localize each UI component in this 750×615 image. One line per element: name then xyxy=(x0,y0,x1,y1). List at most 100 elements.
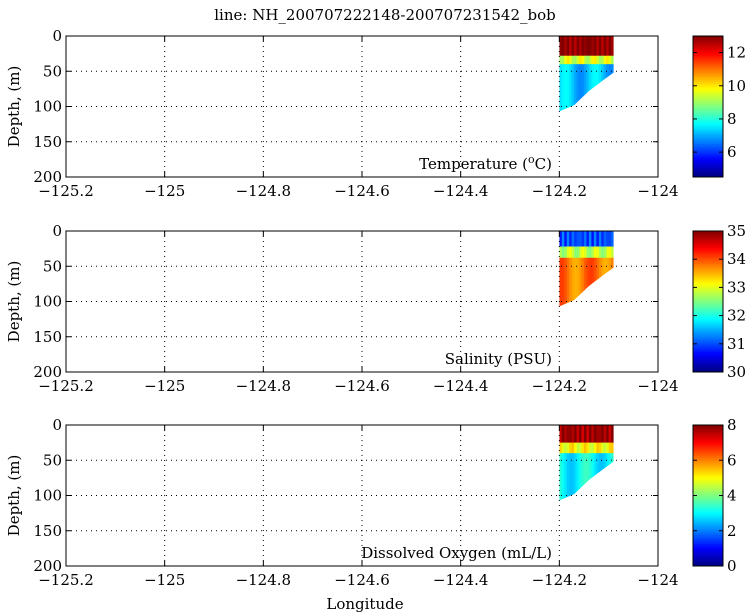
colorbar-segment xyxy=(693,524,723,527)
colorbar-segment xyxy=(693,358,723,362)
section-cell xyxy=(561,453,565,501)
y-tick-label: 150 xyxy=(33,328,62,346)
section-cell xyxy=(608,442,612,454)
colorbar-segment xyxy=(693,69,723,72)
section-cell xyxy=(566,425,570,444)
section-cell xyxy=(593,55,597,65)
section-cell xyxy=(574,55,578,65)
colorbar-segment xyxy=(693,259,723,263)
colorbar-segment xyxy=(693,515,723,519)
section-cell xyxy=(603,64,607,112)
colorbar-segment xyxy=(693,488,723,492)
colorbar-segment xyxy=(693,44,723,48)
section-cell xyxy=(564,453,568,501)
section-cell xyxy=(608,55,612,65)
section-cell xyxy=(559,36,563,57)
x-tick-label: −124.4 xyxy=(433,571,489,589)
section-cell xyxy=(564,246,568,259)
section-cell xyxy=(584,442,588,454)
section-cell xyxy=(586,246,590,259)
colorbar-segment xyxy=(693,508,723,512)
colorbar-segment xyxy=(693,36,723,39)
colorbar-segment xyxy=(693,561,723,565)
colorbar-segment xyxy=(693,66,723,70)
section-cell xyxy=(588,36,592,57)
section-cell xyxy=(561,257,565,307)
colorbar-frame xyxy=(692,35,724,178)
colorbar-tick-label: 10 xyxy=(727,77,746,95)
colorbar-segment xyxy=(693,521,723,525)
section-cell xyxy=(601,442,605,454)
section-cell xyxy=(584,246,588,259)
colorbar-segment xyxy=(693,427,723,430)
colorbar-segment xyxy=(693,126,723,130)
section-cell xyxy=(571,36,575,57)
colorbar-segment xyxy=(693,345,723,349)
section-cell xyxy=(579,425,583,444)
section-cell xyxy=(569,64,573,112)
colorbar-segment xyxy=(693,336,723,340)
colorbar-segment xyxy=(693,174,723,178)
section-cell xyxy=(606,55,610,65)
section-cell xyxy=(566,36,570,57)
section-cell xyxy=(596,55,600,65)
colorbar-segment xyxy=(693,108,723,112)
colorbar-segment xyxy=(693,242,723,245)
colorbar-segment xyxy=(693,352,723,355)
section-cell xyxy=(584,231,588,248)
section-cell xyxy=(574,453,578,501)
colorbar-segment xyxy=(693,248,723,252)
colorbar-segment xyxy=(693,438,723,441)
section-cell xyxy=(584,64,588,112)
section-cell xyxy=(611,36,614,57)
section-cell xyxy=(559,257,563,307)
section-cell xyxy=(576,425,580,444)
section-cell xyxy=(564,442,568,454)
colorbar-segment xyxy=(693,128,723,132)
section-cell xyxy=(579,453,583,501)
colorbar-segment xyxy=(693,106,723,110)
section-cell xyxy=(576,442,580,454)
panel-label-superscript: o xyxy=(528,153,535,166)
colorbar-tick-label: 8 xyxy=(727,416,737,434)
colorbar-segment xyxy=(693,84,723,88)
colorbar-segment xyxy=(693,442,723,446)
section-cell xyxy=(593,246,597,259)
colorbar-segment xyxy=(693,305,723,309)
section-cell xyxy=(581,453,585,501)
section-cell xyxy=(559,246,563,259)
colorbar-segment xyxy=(693,354,723,358)
section-cell xyxy=(586,442,590,454)
section-cell xyxy=(569,425,573,444)
colorbar-segment xyxy=(693,367,723,371)
colorbar-segment xyxy=(693,449,723,452)
section-cell xyxy=(564,425,568,444)
colorbar-segment xyxy=(693,161,723,165)
section-cell xyxy=(606,231,610,248)
colorbar-segment xyxy=(693,552,723,556)
x-tick-label: −124 xyxy=(637,182,678,200)
section-cell xyxy=(569,257,573,307)
colorbar-segment xyxy=(693,493,723,496)
x-tick-label: −124.2 xyxy=(532,377,588,395)
y-tick-label: 50 xyxy=(43,451,62,469)
section-cell xyxy=(603,231,607,248)
y-tick-label: 0 xyxy=(52,222,62,240)
section-cell xyxy=(569,55,573,65)
y-tick-label: 50 xyxy=(43,62,62,80)
section-cell xyxy=(576,64,580,112)
section-cell xyxy=(591,246,595,259)
colorbar-segment xyxy=(693,455,723,459)
y-axis-label: Depth, (m) xyxy=(5,261,23,343)
colorbar-segment xyxy=(693,462,723,466)
colorbar-segment xyxy=(693,141,723,145)
section-cell xyxy=(576,246,580,259)
colorbar-segment xyxy=(693,137,723,141)
colorbar-segment xyxy=(693,475,723,479)
colorbar-segment xyxy=(693,471,723,474)
section-cell xyxy=(603,257,607,307)
section-cell xyxy=(571,55,575,65)
x-tick-label: −125.2 xyxy=(38,182,94,200)
colorbar-segment xyxy=(693,246,723,250)
x-tick-label: −124.6 xyxy=(334,182,390,200)
